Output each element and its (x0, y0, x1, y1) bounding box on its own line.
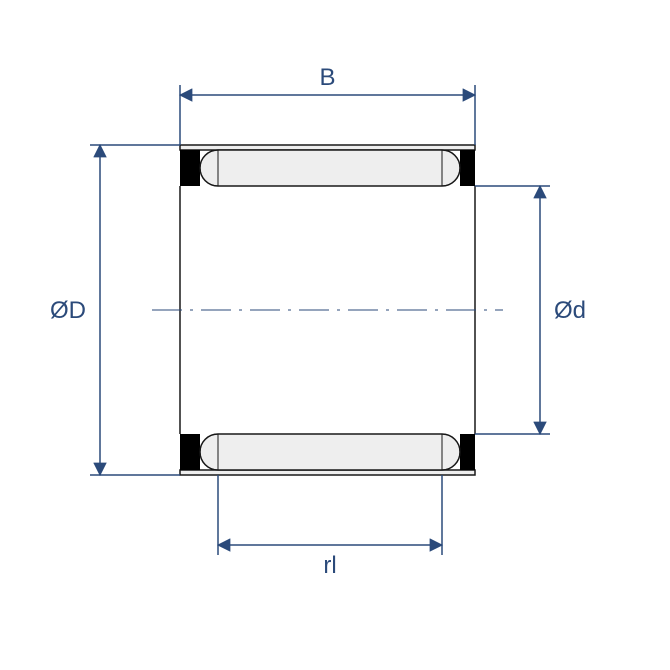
label-rl: rl (323, 552, 336, 579)
label-D: ØD (50, 297, 86, 324)
label-B: B (319, 64, 335, 91)
label-d: Ød (554, 297, 586, 324)
